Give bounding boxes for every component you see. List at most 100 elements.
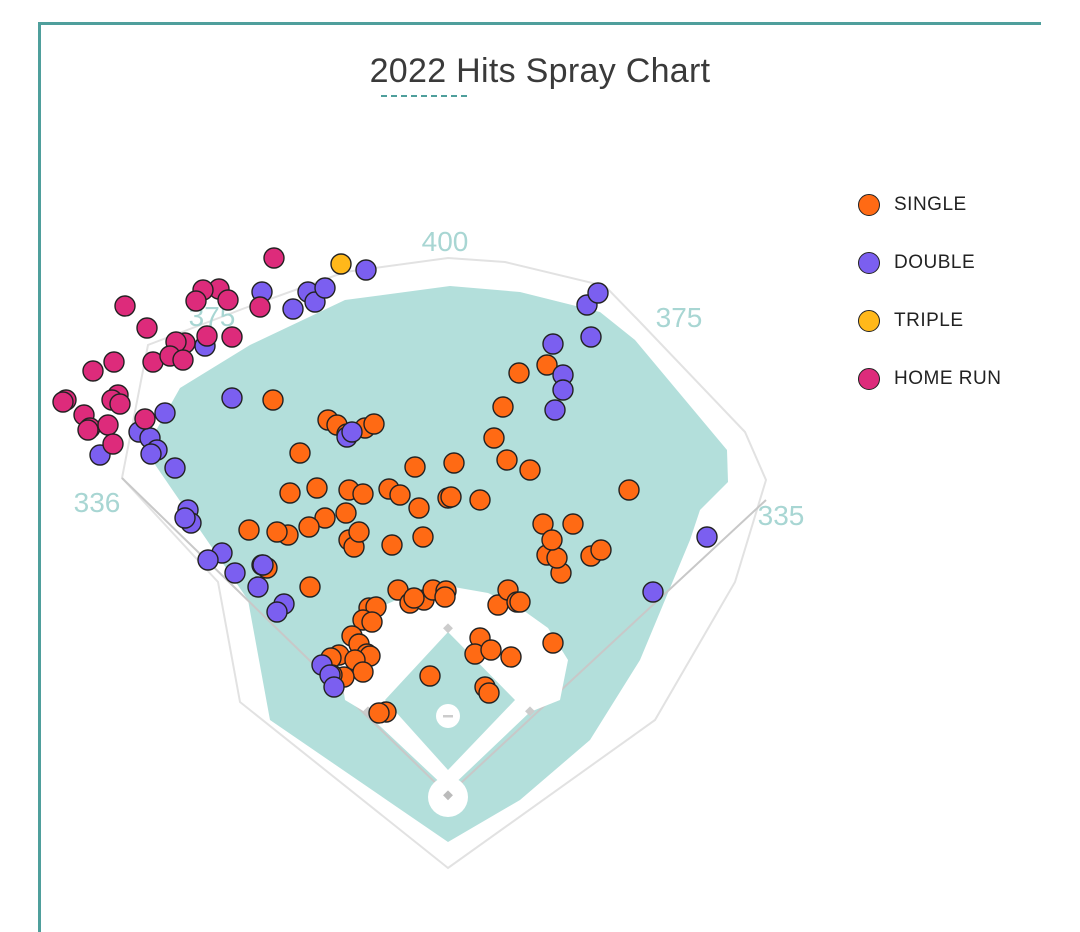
legend-label-triple: TRIPLE	[894, 310, 964, 331]
hit-home-run-6	[114, 295, 136, 317]
legend-item-triple: TRIPLE	[858, 292, 1001, 350]
fence-label-right-center: 375	[656, 302, 703, 333]
fence-label-right-line: 335	[758, 500, 805, 531]
hit-single-13	[404, 456, 426, 478]
hit-home-run-25	[77, 419, 99, 441]
legend-item-double: DOUBLE	[858, 234, 1001, 292]
legend-item-home-run: HOME RUN	[858, 350, 1001, 408]
hit-double-29	[252, 554, 274, 576]
hit-double-11	[552, 379, 574, 401]
single-marker-icon	[858, 194, 880, 216]
hit-home-run-5	[249, 296, 271, 318]
legend-label-home-run: HOME RUN	[894, 368, 1002, 389]
left-foul-line	[121, 477, 449, 796]
hit-single-61	[483, 427, 505, 449]
hit-single-65	[562, 513, 584, 535]
hit-home-run-24	[97, 414, 119, 436]
hit-single-0	[262, 389, 284, 411]
hit-single-20	[381, 534, 403, 556]
hit-single-76	[500, 646, 522, 668]
title-underline	[381, 95, 467, 97]
hit-double-9	[580, 326, 602, 348]
hit-double-37	[696, 526, 718, 548]
hit-single-7	[279, 482, 301, 504]
legend-label-single: SINGLE	[894, 194, 967, 215]
hit-double-19	[140, 443, 162, 465]
ballpark-field	[120, 256, 768, 870]
hit-single-19	[412, 526, 434, 548]
hit-single-4	[363, 413, 385, 435]
hit-home-run-16	[82, 360, 104, 382]
hit-single-23	[348, 521, 370, 543]
hit-single-58	[508, 362, 530, 384]
legend-label-double: DOUBLE	[894, 252, 976, 273]
pitchers-rubber	[443, 715, 453, 718]
hit-double-15	[154, 402, 176, 424]
hit-double-36	[323, 676, 345, 698]
hit-home-run-19	[109, 393, 131, 415]
hit-home-run-9	[221, 326, 243, 348]
hit-single-77	[419, 665, 441, 687]
hit-double-4	[314, 277, 336, 299]
hit-single-28	[266, 521, 288, 543]
hit-home-run-7	[136, 317, 158, 339]
hit-single-59	[536, 354, 558, 376]
hit-single-62	[496, 449, 518, 471]
outfield-grass	[145, 286, 728, 842]
hit-single-72	[542, 632, 564, 654]
hit-single-16	[440, 486, 462, 508]
fence-label-center: 400	[422, 226, 469, 257]
hit-single-18	[408, 497, 430, 519]
fence-label-left-line: 336	[74, 487, 121, 518]
hit-home-run-14	[172, 349, 194, 371]
hit-double-33	[341, 421, 363, 443]
hit-double-31	[266, 601, 288, 623]
hit-double-8	[542, 333, 564, 355]
hit-single-71	[618, 479, 640, 501]
hit-home-run-15	[103, 351, 125, 373]
hit-double-12	[544, 399, 566, 421]
hit-single-82	[541, 529, 563, 551]
hit-single-70	[590, 539, 612, 561]
hit-double-27	[224, 562, 246, 584]
hit-home-run-4	[217, 289, 239, 311]
hit-single-81	[368, 702, 390, 724]
triple-marker-icon	[858, 310, 880, 332]
hit-single-57	[509, 591, 531, 613]
hit-double-1	[282, 298, 304, 320]
hit-double-21	[164, 457, 186, 479]
frame-left-border	[38, 22, 41, 932]
hit-single-29	[238, 519, 260, 541]
hit-single-63	[519, 459, 541, 481]
hit-single-75	[480, 639, 502, 661]
hit-single-14	[443, 452, 465, 474]
hit-single-17	[469, 489, 491, 511]
hit-double-5	[355, 259, 377, 281]
hit-single-8	[306, 477, 328, 499]
hit-single-25	[314, 507, 336, 529]
hit-home-run-3	[185, 290, 207, 312]
frame-top-border	[38, 22, 1041, 25]
hit-home-run-0	[263, 247, 285, 269]
hit-single-38	[434, 586, 456, 608]
hit-double-7	[587, 282, 609, 304]
legend-item-single: SINGLE	[858, 176, 1001, 234]
hit-single-64	[532, 513, 554, 535]
hit-single-60	[492, 396, 514, 418]
infield-grass	[385, 632, 515, 770]
hit-home-run-27	[102, 433, 124, 455]
hit-single-68	[546, 547, 568, 569]
chart-title: 2022 Hits Spray Chart	[369, 52, 711, 90]
hit-double-26	[197, 549, 219, 571]
hit-single-42	[361, 611, 383, 633]
first-base	[525, 706, 535, 717]
hit-double-38	[642, 581, 664, 603]
hit-double-28	[247, 576, 269, 598]
double-marker-icon	[858, 252, 880, 274]
hit-single-26	[298, 516, 320, 538]
hit-markers	[52, 247, 718, 724]
hit-double-24	[174, 507, 196, 529]
hit-double-13	[221, 387, 243, 409]
hit-single-12	[389, 484, 411, 506]
